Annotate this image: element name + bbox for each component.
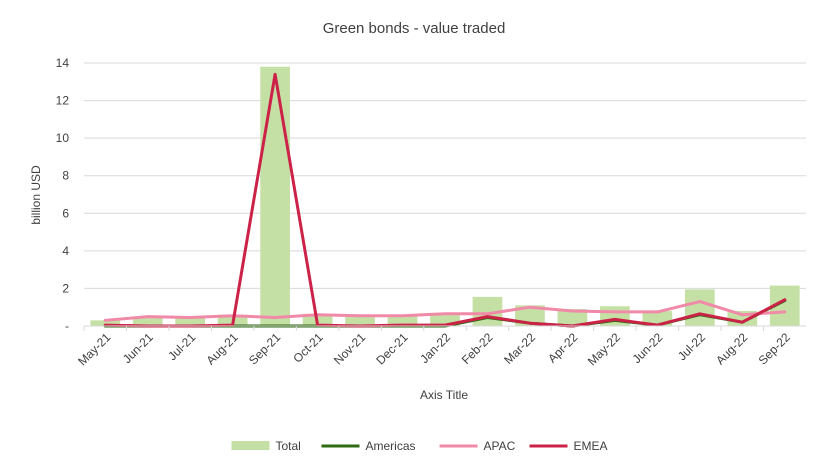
bar-total	[345, 314, 375, 326]
legend-item-emea: EMEA	[529, 439, 608, 453]
legend-label: EMEA	[574, 439, 608, 453]
x-tick-label: Jun-21	[120, 330, 156, 366]
x-tick-label: Sep-21	[246, 330, 283, 367]
legend: Total Americas APAC EMEA	[231, 439, 608, 453]
bar-total	[90, 320, 121, 326]
x-tick-label: May-22	[585, 330, 623, 368]
y-tick-label: 10	[56, 131, 70, 145]
line-apac	[103, 300, 787, 322]
x-tick-label: Dec-21	[373, 330, 410, 367]
legend-label: APAC	[484, 439, 516, 453]
x-tick-label: Sep-22	[756, 330, 793, 367]
legend-item-total: Total	[231, 439, 301, 453]
legend-swatch	[231, 441, 270, 450]
x-tick-label: Oct-21	[290, 330, 326, 366]
x-tick-label: Feb-22	[459, 330, 496, 367]
gridlines	[84, 62, 806, 289]
y-tick-label: 12	[56, 94, 70, 108]
y-axis-label: billion USD	[29, 165, 43, 225]
y-tick-label: -	[65, 319, 69, 333]
y-tick-label: 6	[62, 206, 69, 220]
bar-series	[90, 66, 800, 326]
x-tick-label: Jun-22	[630, 330, 666, 366]
x-tick-label: Jul-22	[675, 330, 708, 363]
y-tick-label: 14	[56, 56, 70, 70]
legend-label: Americas	[366, 439, 416, 453]
y-tick-label: 4	[62, 244, 69, 258]
x-tick-label: Aug-21	[204, 330, 241, 367]
x-tick-label: Aug-22	[713, 330, 750, 367]
bar-total	[175, 316, 206, 326]
y-tick-label: 2	[62, 281, 69, 295]
line-emea	[103, 72, 787, 328]
bar-total	[387, 314, 418, 326]
chart-title: Green bonds - value traded	[323, 20, 506, 37]
x-tick-label: Nov-21	[331, 330, 368, 367]
legend-item-apac: APAC	[439, 439, 516, 453]
legend-label: Total	[276, 439, 301, 453]
bar-total	[557, 309, 588, 326]
x-tick-label: Jan-22	[417, 330, 453, 366]
y-tick-label: 8	[62, 169, 69, 183]
legend-item-americas: Americas	[321, 439, 416, 453]
bar-total	[132, 316, 163, 326]
bar-total	[684, 289, 715, 326]
x-tick-label: Mar-22	[501, 330, 538, 367]
x-tick-label: Jul-21	[165, 330, 198, 363]
x-tick-label: May-21	[75, 330, 113, 368]
x-axis-label: Axis Title	[420, 388, 468, 402]
x-tick-label: Apr-22	[545, 330, 581, 366]
bar-total	[260, 66, 290, 326]
